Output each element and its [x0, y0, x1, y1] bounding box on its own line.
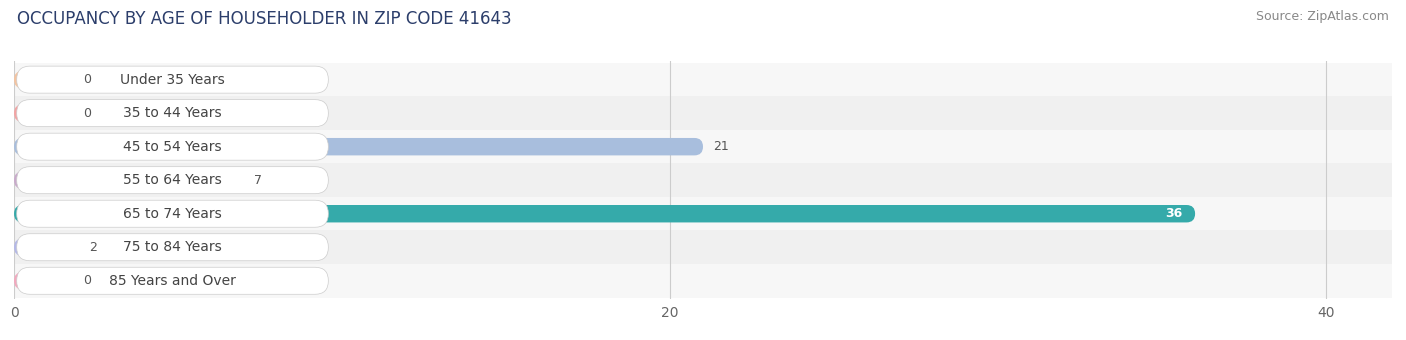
FancyBboxPatch shape [17, 200, 329, 227]
FancyBboxPatch shape [17, 66, 329, 93]
Text: 85 Years and Over: 85 Years and Over [110, 274, 236, 288]
Text: 55 to 64 Years: 55 to 64 Years [124, 173, 222, 187]
Text: 45 to 54 Years: 45 to 54 Years [124, 140, 222, 154]
FancyBboxPatch shape [14, 205, 1195, 222]
Text: 0: 0 [83, 274, 91, 287]
Text: Under 35 Years: Under 35 Years [120, 73, 225, 87]
Bar [14, 130, 1392, 164]
Bar [14, 97, 1392, 130]
Text: OCCUPANCY BY AGE OF HOUSEHOLDER IN ZIP CODE 41643: OCCUPANCY BY AGE OF HOUSEHOLDER IN ZIP C… [17, 10, 512, 28]
FancyBboxPatch shape [14, 239, 80, 256]
FancyBboxPatch shape [14, 71, 73, 88]
FancyBboxPatch shape [17, 167, 329, 194]
FancyBboxPatch shape [17, 267, 329, 294]
Bar [14, 231, 1392, 264]
Text: 21: 21 [713, 140, 728, 153]
Text: 65 to 74 Years: 65 to 74 Years [124, 207, 222, 221]
FancyBboxPatch shape [14, 138, 703, 155]
Text: Source: ZipAtlas.com: Source: ZipAtlas.com [1256, 10, 1389, 23]
FancyBboxPatch shape [17, 133, 329, 160]
FancyBboxPatch shape [17, 100, 329, 127]
Bar [14, 63, 1392, 97]
Text: 0: 0 [83, 73, 91, 86]
Bar [14, 264, 1392, 298]
Text: 35 to 44 Years: 35 to 44 Years [124, 106, 222, 120]
FancyBboxPatch shape [14, 171, 243, 189]
FancyBboxPatch shape [17, 234, 329, 261]
Text: 36: 36 [1164, 207, 1182, 220]
Text: 0: 0 [83, 107, 91, 120]
Text: 75 to 84 Years: 75 to 84 Years [124, 240, 222, 254]
FancyBboxPatch shape [14, 272, 73, 289]
Bar [14, 164, 1392, 197]
Text: 7: 7 [253, 174, 262, 187]
FancyBboxPatch shape [14, 104, 73, 122]
Bar [14, 197, 1392, 231]
Text: 2: 2 [90, 241, 97, 254]
